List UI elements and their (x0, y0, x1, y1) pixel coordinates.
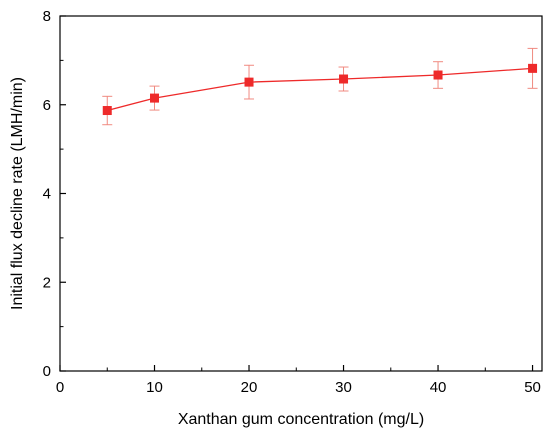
y-tick-label: 0 (43, 363, 51, 380)
series-line (107, 67, 533, 112)
x-tick-label: 50 (524, 379, 541, 396)
x-tick-label: 10 (146, 379, 163, 396)
y-tick-label: 8 (43, 8, 51, 25)
x-axis-label: Xanthan gum concentration (mg/L) (178, 411, 424, 428)
x-tick-label: 0 (56, 379, 64, 396)
data-point (339, 74, 349, 84)
data-point (150, 93, 160, 103)
y-axis-label: Initial flux decline rate (LMH/min) (9, 77, 26, 310)
plot-frame (59, 15, 543, 372)
data-point (528, 63, 538, 73)
y-tick-label: 4 (43, 186, 51, 203)
y-tick-label: 2 (43, 274, 51, 291)
data-point (433, 70, 443, 80)
data-point (244, 77, 254, 87)
series-layer (102, 47, 538, 126)
y-tick-label: 6 (43, 97, 51, 114)
x-tick-label: 30 (335, 379, 352, 396)
y-axis: 0 2 4 6 8 (43, 8, 66, 380)
x-tick-label: 20 (241, 379, 258, 396)
plot-area (59, 15, 543, 372)
data-point (102, 106, 112, 116)
x-axis: 0 10 20 30 40 50 (56, 365, 541, 396)
x-tick-label: 40 (430, 379, 447, 396)
